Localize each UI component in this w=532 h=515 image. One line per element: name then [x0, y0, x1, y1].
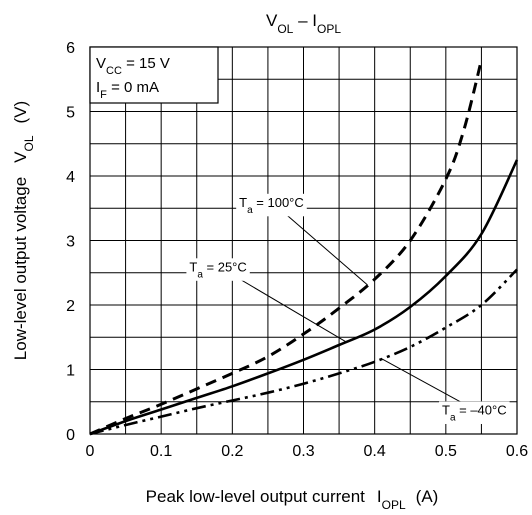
- series-layer: [89, 59, 519, 436]
- conditions-box: [89, 46, 219, 104]
- y-tick-label: 4: [66, 169, 75, 186]
- y-tick-label: 6: [66, 40, 75, 57]
- series-line-dashdotdot: [89, 268, 518, 436]
- x-axis-label: Peak low-level output current IOPL (A): [146, 487, 439, 512]
- y-axis-label: Low-level output voltageVOL(V): [11, 101, 36, 360]
- y-tick-label: 3: [66, 234, 75, 251]
- series-line-dashed: [89, 59, 483, 436]
- annotations: Ta = 100°C Ta = 25°C Ta = –40°C: [186, 193, 510, 424]
- annotation-leader-line: [381, 358, 475, 410]
- annotation-label: Ta = 25°C: [189, 259, 246, 280]
- x-tick-label: 0.4: [364, 443, 386, 460]
- annotation-label-bg: [438, 401, 510, 424]
- series-line-solid: [89, 159, 519, 436]
- y-tick-label: 5: [66, 105, 75, 122]
- conditions-legend: VCC = 15 V IF = 0 mA: [89, 46, 219, 104]
- annotation-label-bg: [236, 193, 307, 217]
- condition-vcc: VCC = 15 V: [96, 55, 170, 77]
- condition-if: IF = 0 mA: [96, 79, 159, 101]
- x-tick-label: 0.1: [150, 443, 172, 460]
- y-tick-label: 1: [66, 363, 75, 380]
- annotation-label: Ta = 100°C: [239, 195, 304, 216]
- chart-title: VOL – IOPL: [266, 11, 341, 36]
- x-tick-label: 0: [86, 443, 95, 460]
- grid: [90, 47, 517, 434]
- y-tick-label: 0: [66, 427, 75, 444]
- plot-frame: [89, 46, 518, 435]
- x-tick-label: 0.2: [221, 443, 243, 460]
- y-tick-label: 2: [66, 298, 75, 315]
- x-tick-label: 0.5: [435, 443, 457, 460]
- x-tick-label: 0.6: [506, 443, 528, 460]
- x-tick-label: 0.3: [292, 443, 314, 460]
- tick-labels: 0 0.1 0.2 0.3 0.4 0.5 0.6 0 1 2 3 4 5 6: [66, 40, 528, 460]
- annotation-label: Ta = –40°C: [442, 402, 507, 423]
- annotation-label-bg: [186, 258, 250, 281]
